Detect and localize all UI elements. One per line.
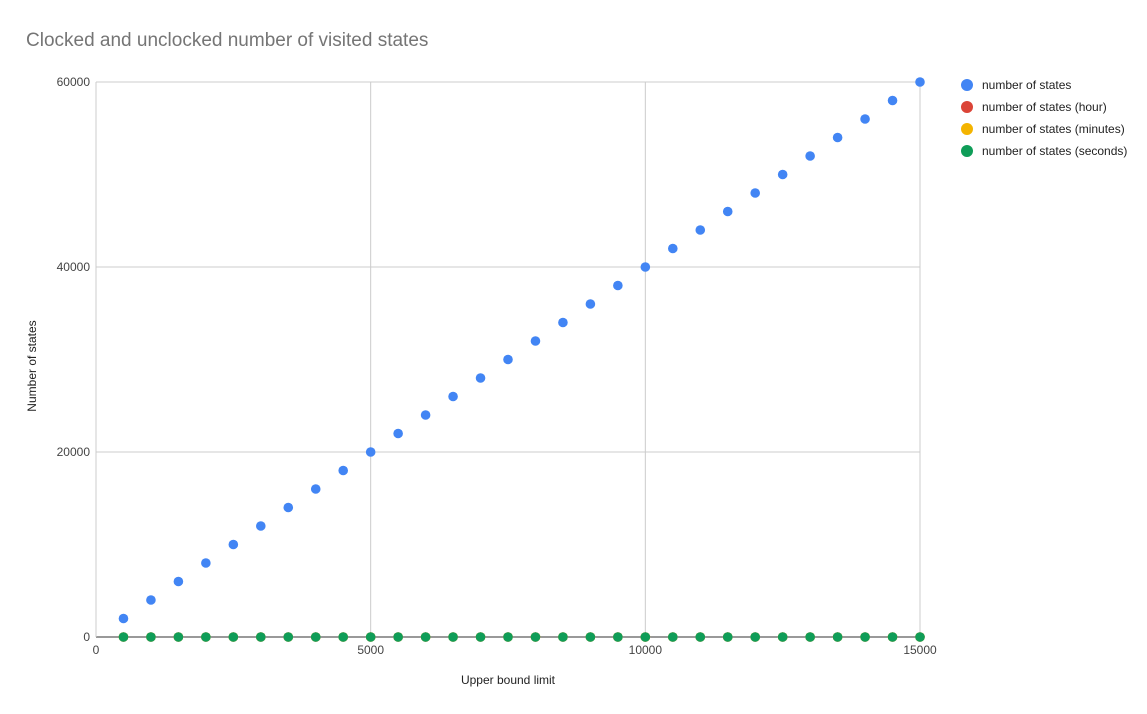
point-series-3[interactable]	[255, 632, 266, 642]
point-series-0[interactable]	[503, 354, 513, 365]
point-series-3[interactable]	[146, 632, 156, 642]
data-points	[118, 77, 925, 642]
legend-swatch-icon	[961, 79, 973, 91]
legend-label: number of states (seconds)	[982, 144, 1128, 158]
point-series-3[interactable]	[558, 632, 568, 642]
point-series-0[interactable]	[420, 410, 431, 420]
point-series-0[interactable]	[201, 558, 211, 568]
point-series-0[interactable]	[255, 521, 266, 531]
point-series-0[interactable]	[530, 336, 541, 346]
point-series-3[interactable]	[695, 632, 706, 642]
point-series-3[interactable]	[585, 632, 596, 642]
point-series-3[interactable]	[338, 632, 349, 642]
point-series-0[interactable]	[640, 262, 651, 272]
chart-title: Clocked and unclocked number of visited …	[26, 30, 429, 51]
point-series-3[interactable]	[530, 632, 541, 642]
point-series-0[interactable]	[448, 391, 458, 402]
point-series-3[interactable]	[118, 632, 129, 642]
point-series-0[interactable]	[118, 613, 129, 624]
point-series-3[interactable]	[832, 632, 843, 642]
x-axis-title: Upper bound limit	[461, 673, 556, 687]
point-series-0[interactable]	[558, 317, 568, 328]
point-series-0[interactable]	[283, 502, 294, 513]
tick-labels: 0 20000 40000 60000 0 5000 10000 15000	[57, 75, 937, 657]
point-series-0[interactable]	[668, 243, 678, 254]
x-tick-label: 15000	[903, 643, 937, 657]
point-series-3[interactable]	[310, 632, 321, 642]
point-series-3[interactable]	[475, 632, 486, 642]
point-series-0[interactable]	[915, 77, 925, 87]
legend-item-2[interactable]: number of states (minutes)	[961, 118, 1127, 140]
point-series-0[interactable]	[393, 428, 403, 439]
point-series-0[interactable]	[173, 576, 184, 587]
y-tick-label: 60000	[57, 75, 91, 89]
point-series-3[interactable]	[777, 632, 788, 642]
point-series-3[interactable]	[283, 632, 294, 642]
point-series-0[interactable]	[805, 151, 815, 161]
point-series-0[interactable]	[310, 484, 321, 494]
y-tick-label: 40000	[57, 260, 91, 274]
point-series-0[interactable]	[722, 206, 733, 217]
point-series-3[interactable]	[393, 632, 403, 642]
point-series-0[interactable]	[475, 373, 486, 383]
point-series-0[interactable]	[228, 539, 239, 550]
point-series-3[interactable]	[228, 632, 239, 642]
x-tick-label: 5000	[357, 643, 384, 657]
legend-swatch-icon	[961, 123, 973, 135]
point-series-0[interactable]	[695, 225, 706, 235]
point-series-3[interactable]	[887, 632, 898, 642]
point-series-3[interactable]	[503, 632, 513, 642]
x-tick-label: 10000	[629, 643, 663, 657]
point-series-0[interactable]	[860, 114, 870, 124]
point-series-0[interactable]	[613, 280, 623, 291]
y-axis-title: Number of states	[25, 320, 39, 411]
point-series-3[interactable]	[173, 632, 184, 642]
legend-label: number of states (hour)	[982, 100, 1107, 114]
point-series-3[interactable]	[668, 632, 678, 642]
point-series-0[interactable]	[146, 595, 156, 605]
point-series-0[interactable]	[585, 299, 596, 309]
point-series-3[interactable]	[420, 632, 431, 642]
x-tick-label: 0	[93, 643, 100, 657]
point-series-0[interactable]	[365, 447, 376, 457]
legend-swatch-icon	[961, 145, 973, 157]
point-series-3[interactable]	[365, 632, 376, 642]
point-series-0[interactable]	[777, 169, 788, 180]
point-series-0[interactable]	[887, 95, 898, 106]
point-series-0[interactable]	[832, 132, 843, 143]
point-series-3[interactable]	[915, 632, 925, 642]
point-series-0[interactable]	[338, 465, 349, 476]
y-tick-label: 0	[83, 630, 90, 644]
point-series-3[interactable]	[201, 632, 211, 642]
legend-label: number of states	[982, 78, 1072, 92]
point-series-3[interactable]	[750, 632, 760, 642]
legend: number of states number of states (hour) n…	[961, 74, 1127, 162]
legend-item-1[interactable]: number of states (hour)	[961, 96, 1127, 118]
point-series-3[interactable]	[640, 632, 651, 642]
point-series-3[interactable]	[448, 632, 458, 642]
legend-item-3[interactable]: number of states (seconds)	[961, 140, 1127, 162]
point-series-3[interactable]	[722, 632, 733, 642]
point-series-3[interactable]	[613, 632, 623, 642]
point-series-0[interactable]	[750, 188, 760, 198]
point-series-3[interactable]	[860, 632, 870, 642]
point-series-3[interactable]	[805, 632, 815, 642]
legend-item-0[interactable]: number of states	[961, 74, 1127, 96]
y-tick-label: 20000	[57, 445, 91, 459]
legend-swatch-icon	[961, 101, 973, 113]
legend-label: number of states (minutes)	[982, 122, 1125, 136]
